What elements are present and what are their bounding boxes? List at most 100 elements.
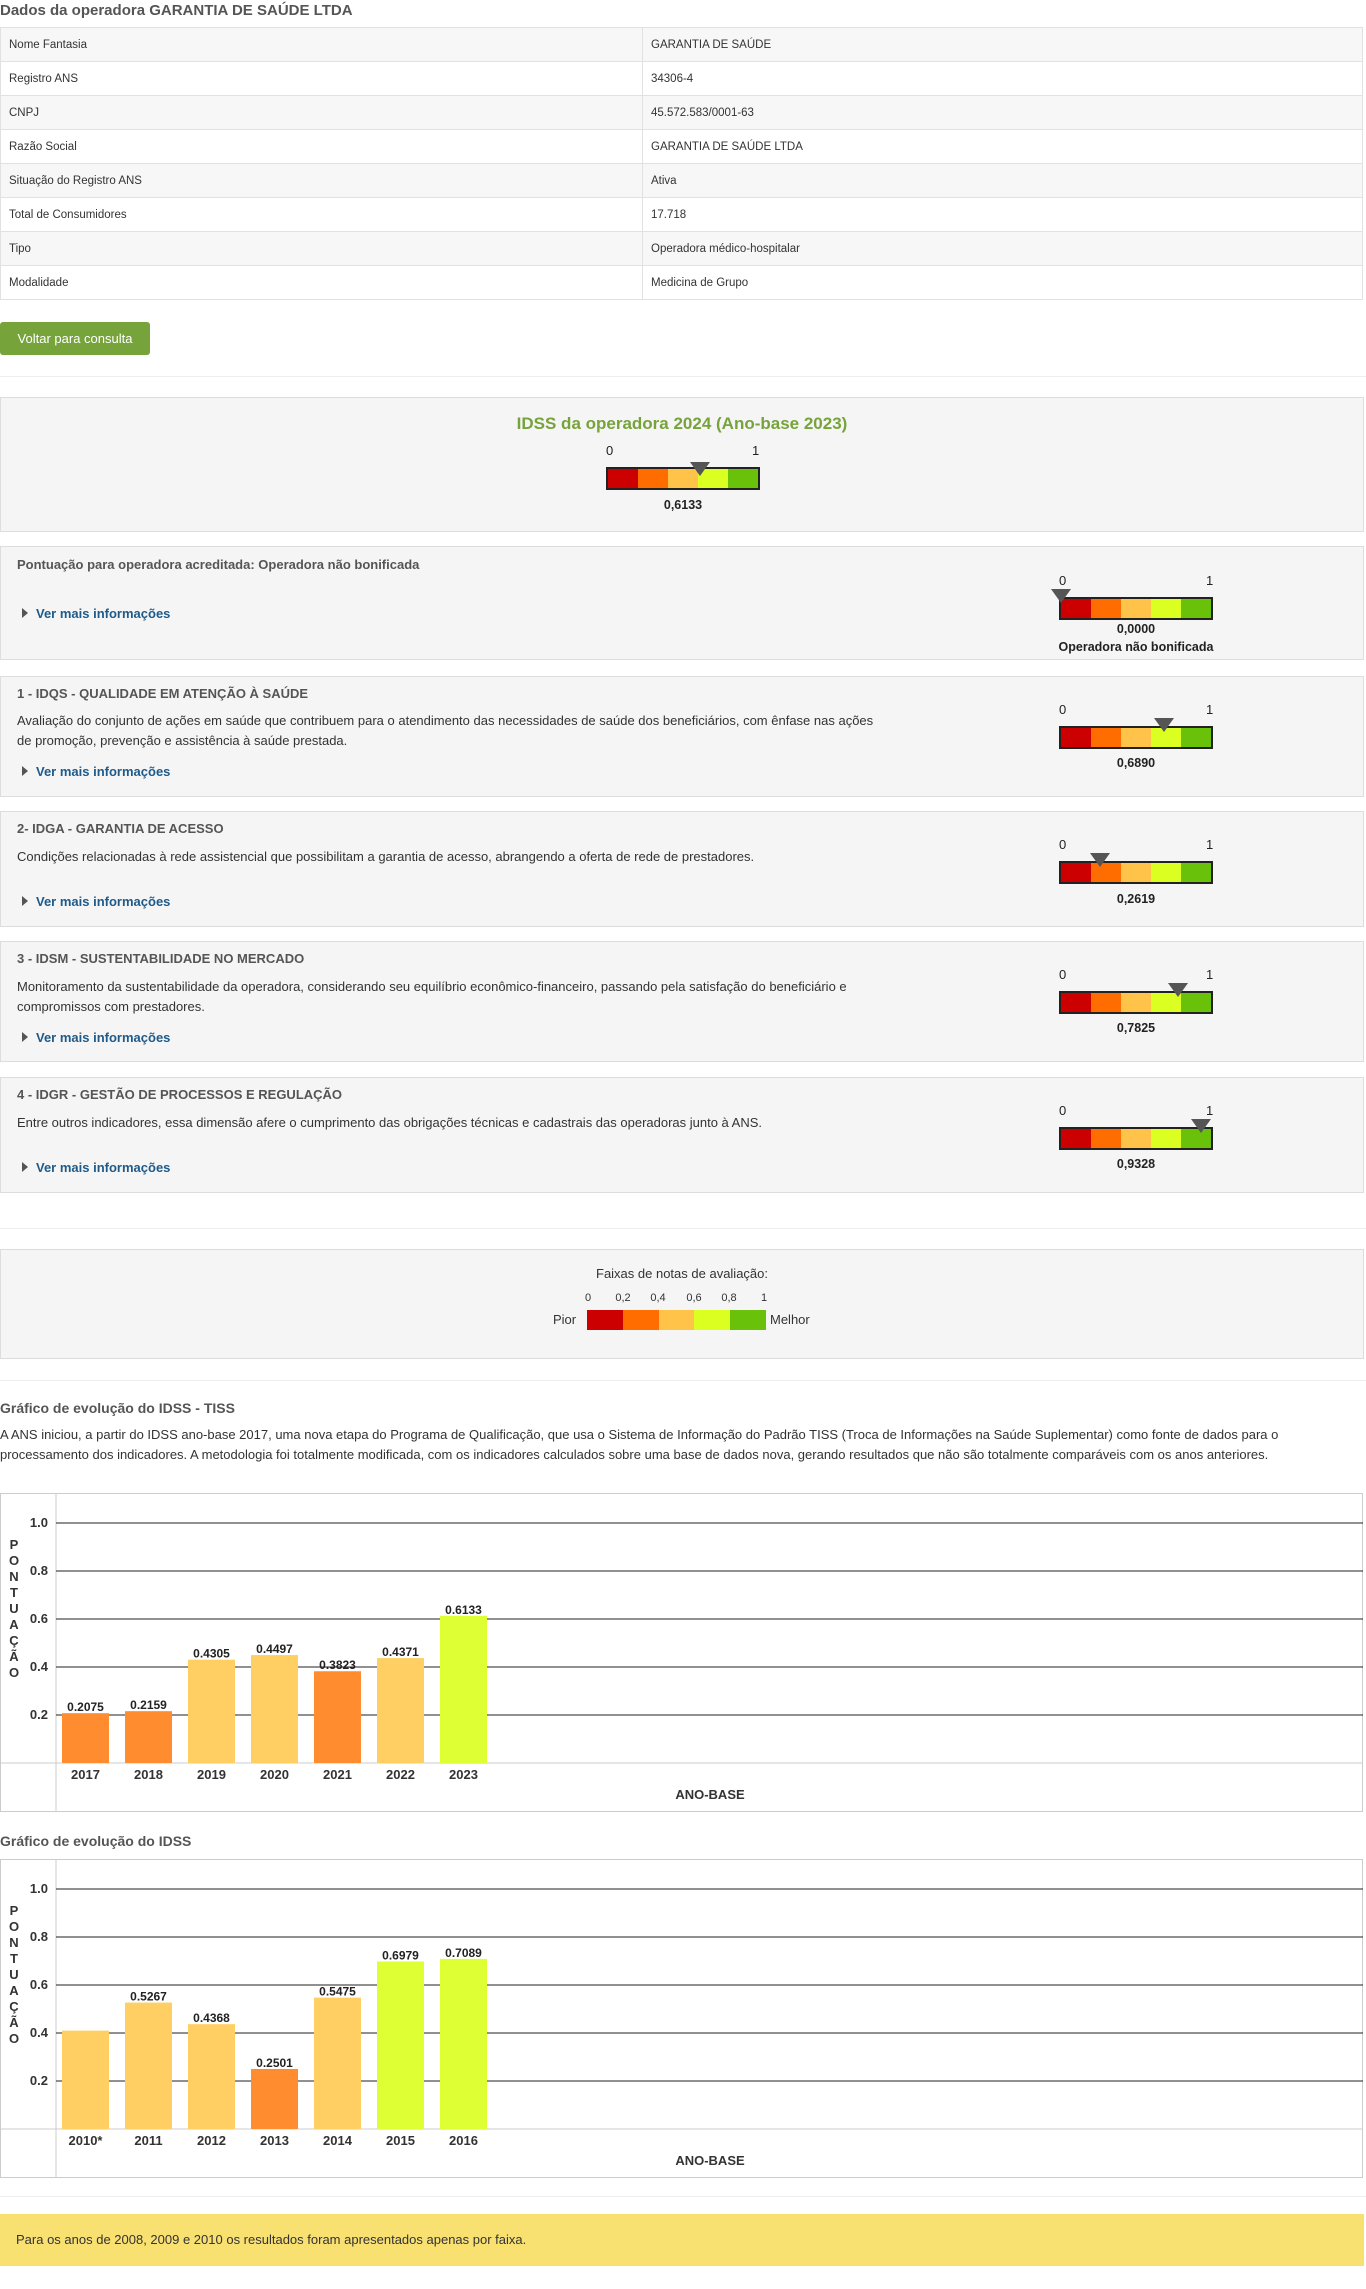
chart-bar <box>188 2024 235 2129</box>
row-value: 45.572.583/0001-63 <box>642 95 1363 130</box>
idss-chart: 0.20.40.60.81.0PONTUAÇÃO2010*0.526720110… <box>0 1859 1363 2178</box>
chart-bar <box>125 1711 172 1763</box>
idsm-title: 3 - IDSM - SUSTENTABILIDADE NO MERCADO <box>17 951 305 966</box>
x-tick-label: 2022 <box>386 1767 415 1782</box>
row-label: Razão Social <box>0 129 643 164</box>
more-info-link[interactable]: Ver mais informações <box>22 1030 170 1045</box>
gauge-marker-icon <box>1051 589 1071 603</box>
legend-tick: 1 <box>760 1292 768 1304</box>
x-tick-label: 2023 <box>449 1767 478 1782</box>
chart-bar <box>377 1961 424 2129</box>
legend-tick: 0,4 <box>650 1292 666 1304</box>
footnote-box: Para os anos de 2008, 2009 e 2010 os res… <box>0 2214 1364 2266</box>
chart-bar <box>62 2030 109 2129</box>
gauge-min-label: 0 <box>1059 837 1067 852</box>
chart-title-tiss: Gráfico de evolução do IDSS - TISS <box>0 1400 235 1416</box>
expand-arrow-icon <box>22 1032 28 1042</box>
legend-color-bar <box>587 1310 766 1330</box>
gauge-value: 0,6890 <box>1116 756 1156 770</box>
idga-title: 2- IDGA - GARANTIA DE ACESSO <box>17 821 224 836</box>
gauge-sub-label: Operadora não bonificada <box>1058 640 1214 654</box>
more-info-link[interactable]: Ver mais informações <box>22 606 170 621</box>
idga-gauge: 0 1 0,2619 <box>1059 837 1219 907</box>
more-info-label: Ver mais informações <box>36 1030 171 1045</box>
bar-value-label: 0.7089 <box>445 1946 482 1960</box>
table-row: Total de Consumidores 17.718 <box>0 197 1363 232</box>
y-tick-label: 0.2 <box>30 2073 48 2088</box>
y-axis-label-letter: U <box>9 1601 18 1616</box>
bar-value-label: 0.2159 <box>130 1698 167 1712</box>
gauge-max-label: 1 <box>1206 967 1214 982</box>
gauge-min-label: 0 <box>1059 573 1067 588</box>
table-row: Modalidade Medicina de Grupo <box>0 265 1363 300</box>
gauge-max-label: 1 <box>1206 1103 1214 1118</box>
back-to-search-button[interactable]: Voltar para consulta <box>0 322 150 355</box>
chart-bar <box>125 2002 172 2129</box>
idss-summary-box <box>0 397 1364 532</box>
row-value: Operadora médico-hospitalar <box>642 231 1363 266</box>
chart-bar <box>62 1713 109 1763</box>
y-axis-label-letter: U <box>9 1967 18 1982</box>
gauge-max-label: 1 <box>1206 702 1214 717</box>
legend-band <box>622 1310 659 1330</box>
legend-band <box>730 1310 766 1330</box>
accreditation-gauge: 0 1 0,0000 Operadora não bonificada <box>1051 573 1219 658</box>
divider <box>0 1380 1366 1381</box>
bar-value-label: 0.5475 <box>319 1985 356 1999</box>
y-axis-label-letter: O <box>9 1919 19 1934</box>
x-tick-label: 2010* <box>69 2133 104 2148</box>
gauge-bar <box>1059 597 1213 620</box>
gauge-max-label: 1 <box>752 443 760 458</box>
bar-value-label: 0.4371 <box>382 1645 419 1659</box>
x-tick-label: 2016 <box>449 2133 478 2148</box>
y-axis-label-letter: T <box>10 1585 18 1600</box>
row-label: CNPJ <box>0 95 643 130</box>
gauge-bar <box>1059 991 1213 1014</box>
gauge-min-label: 0 <box>606 443 614 458</box>
gauge-bar <box>606 467 760 490</box>
idsm-gauge: 0 1 0,7825 <box>1059 967 1219 1037</box>
idgr-gauge: 0 1 0,9328 <box>1059 1103 1219 1173</box>
more-info-link[interactable]: Ver mais informações <box>22 764 170 779</box>
legend-band <box>587 1310 623 1330</box>
gauge-min-label: 0 <box>1059 702 1067 717</box>
gauge-value: 0,2619 <box>1116 892 1156 906</box>
bar-value-label: 0.3823 <box>319 1658 356 1672</box>
chart-title-idss: Gráfico de evolução do IDSS <box>0 1833 192 1849</box>
idss-tiss-chart: 0.20.40.60.81.0PONTUAÇÃO0.207520170.2159… <box>0 1493 1363 1812</box>
row-value: Medicina de Grupo <box>642 265 1363 300</box>
y-axis-label-letter: Ç <box>9 1633 19 1648</box>
x-tick-label: 2011 <box>134 2133 162 2148</box>
y-tick-label: 0.4 <box>30 1659 49 1674</box>
bar-value-label: 0.5267 <box>130 1990 167 2004</box>
row-value: 34306-4 <box>642 61 1363 96</box>
idgr-title: 4 - IDGR - GESTÃO DE PROCESSOS E REGULAÇ… <box>17 1087 343 1102</box>
expand-arrow-icon <box>22 896 28 906</box>
gauge-min-label: 0 <box>1059 967 1067 982</box>
expand-arrow-icon <box>22 766 28 776</box>
gauge-marker-icon <box>1090 853 1111 867</box>
legend-ticks: 0 0,2 0,4 0,6 0,8 1 <box>573 1292 773 1308</box>
row-value: GARANTIA DE SAÚDE LTDA <box>642 129 1363 164</box>
bar-value-label: 0.4368 <box>193 2011 230 2025</box>
gauge-marker-icon <box>1168 983 1189 997</box>
y-axis-label-letter: Ã <box>9 2015 19 2030</box>
x-tick-label: 2015 <box>386 2133 415 2148</box>
chart-bar <box>188 1659 235 1763</box>
y-axis-label-letter: O <box>9 1665 19 1680</box>
y-axis-label-letter: Ã <box>9 1649 19 1664</box>
y-axis-label-letter: N <box>9 1569 18 1584</box>
x-axis-label: ANO-BASE <box>675 1787 745 1802</box>
more-info-link[interactable]: Ver mais informações <box>22 1160 170 1175</box>
gauge-marker-icon <box>1154 718 1175 732</box>
y-axis-label-letter: P <box>10 1537 19 1552</box>
y-axis-label-letter: A <box>9 1617 19 1632</box>
idgr-description: Entre outros indicadores, essa dimensão … <box>17 1115 763 1130</box>
more-info-label: Ver mais informações <box>36 764 171 779</box>
y-axis-label-letter: N <box>9 1935 18 1950</box>
y-tick-label: 0.6 <box>30 1977 48 1992</box>
more-info-label: Ver mais informações <box>36 1160 171 1175</box>
more-info-link[interactable]: Ver mais informações <box>22 894 170 909</box>
operator-info-table: Nome Fantasia GARANTIA DE SAÚDE Registro … <box>0 27 1363 300</box>
gauge-marker-icon <box>689 462 710 476</box>
